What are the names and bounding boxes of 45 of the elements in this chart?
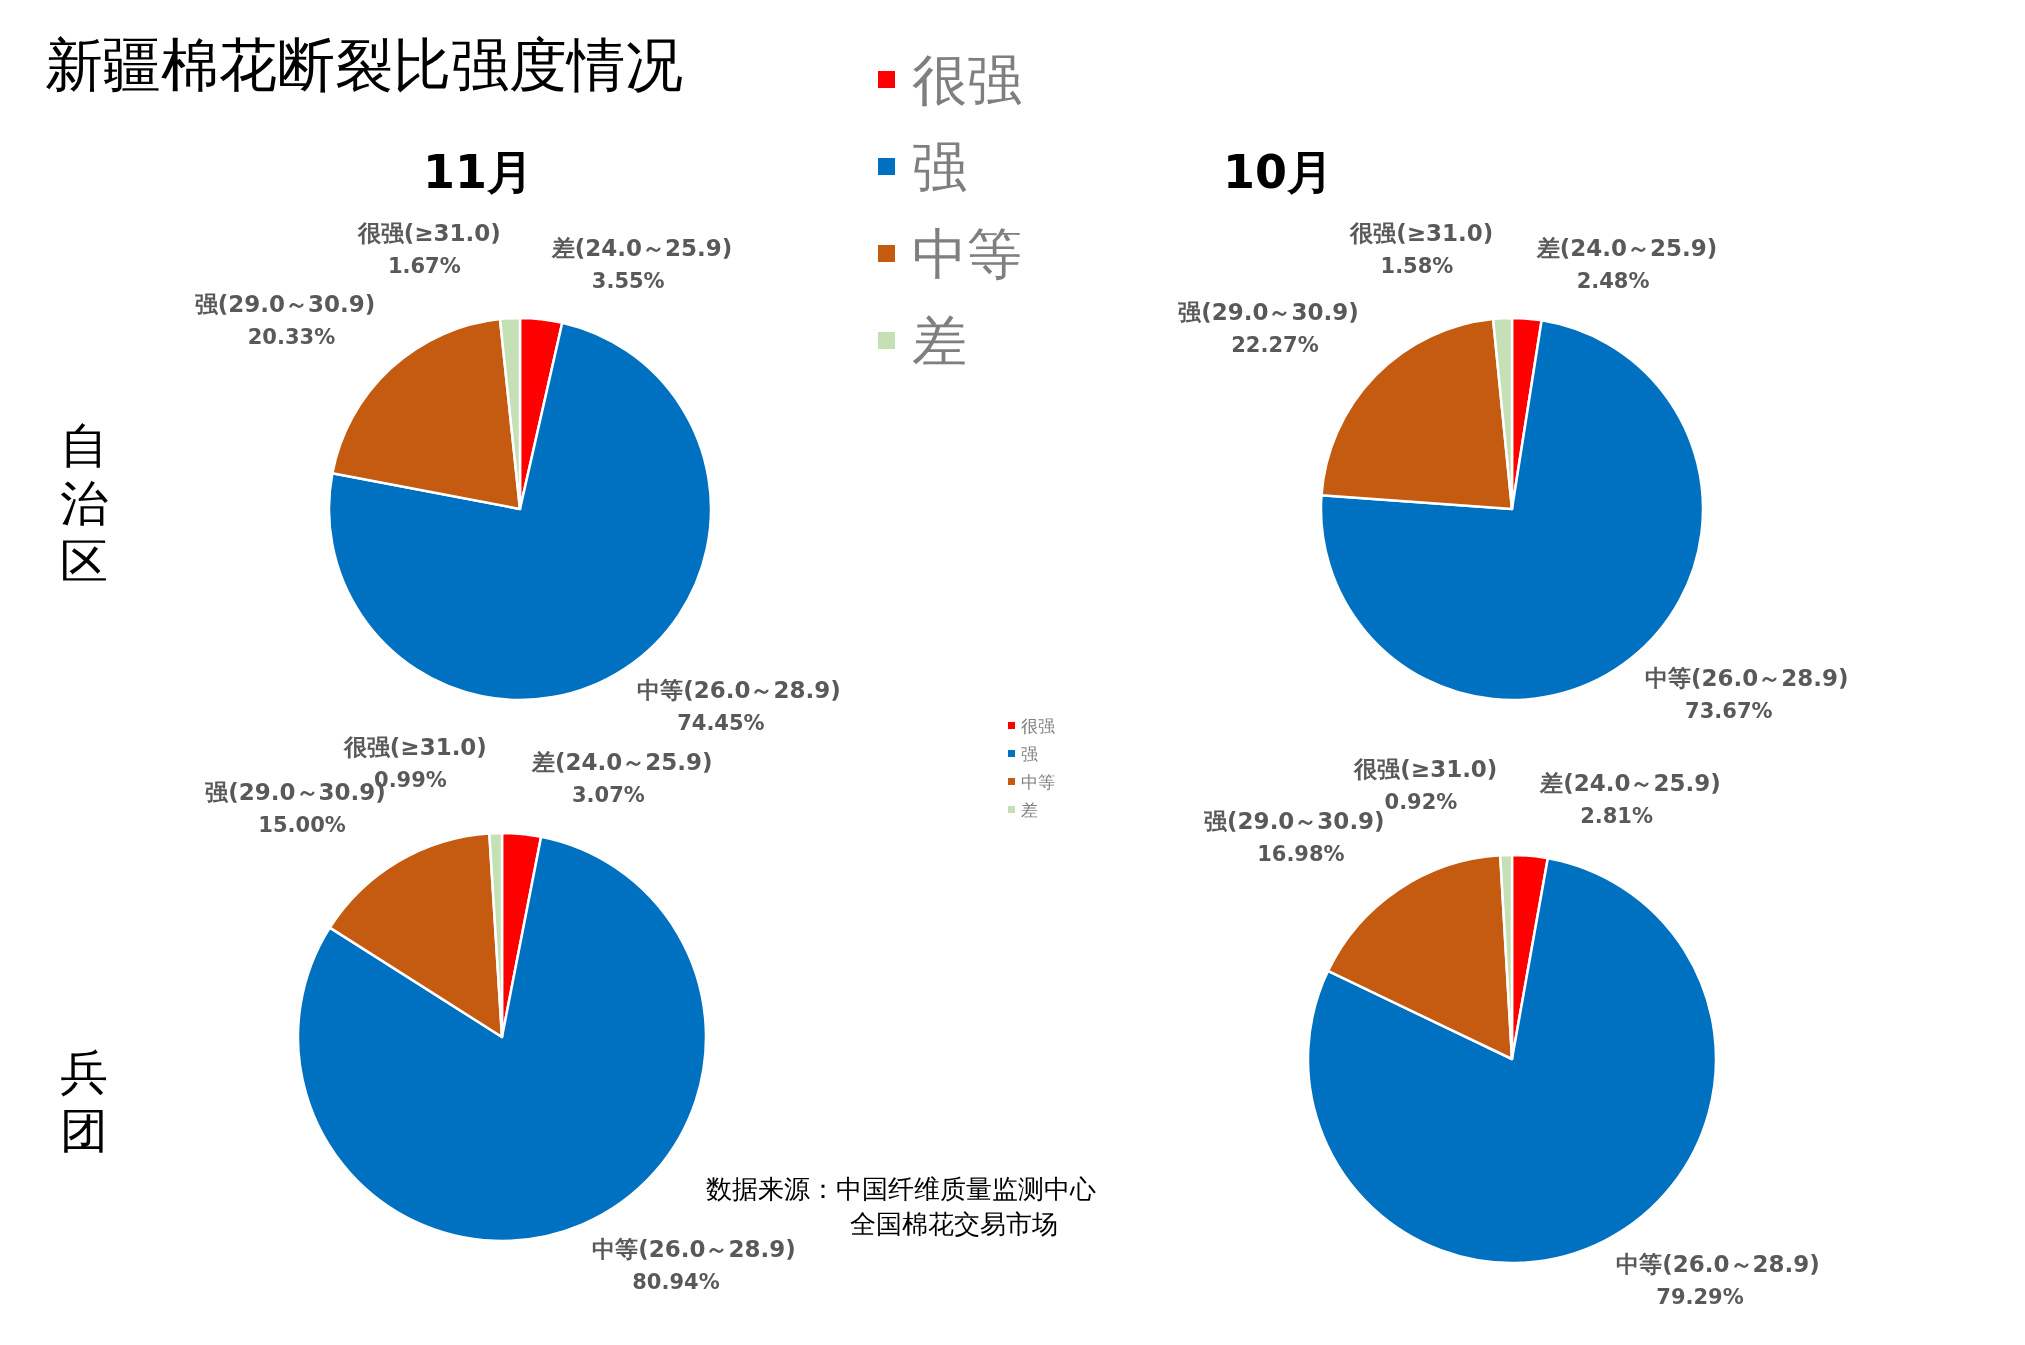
category-label: 中等 [1021,772,1055,792]
slice-label: 很强(≥31.0) [1353,755,1498,782]
slice-label: 很强(≥31.0) [342,733,487,760]
category-label: 中等 [912,222,1022,286]
data-label: 1.58% [1380,254,1454,279]
data-label: 80.94% [632,1269,720,1294]
category-label: 强 [912,135,967,199]
category-label: 强 [1021,744,1038,764]
slice-label: 强(29.0～30.9) [1204,808,1385,835]
slice-label: 强(29.0～30.9) [1178,298,1359,325]
data-label: 22.27% [1231,332,1319,357]
data-label: 15.00% [258,813,346,838]
data-label: 3.07% [572,782,645,807]
data-label: 1.67% [387,254,461,279]
category-label: 很强 [912,48,1022,112]
source-note: 数据来源：中国纤维质量监测中心 [706,1174,1096,1204]
text: 兵团 [60,1044,108,1158]
category-label: 差 [1021,800,1038,820]
text: 新疆棉花断裂比强度情况 [45,31,683,99]
slice-label: 中等(26.0～28.9) [1645,665,1849,692]
slice-label: 差(24.0～25.9) [550,235,733,262]
data-label: 16.98% [1257,842,1345,867]
data-label: 3.55% [591,269,665,294]
text: 全国棉花交易市场 [850,1209,1058,1239]
data-label: 0.92% [1384,789,1458,814]
category-label: 很强 [1021,716,1055,736]
slice-label: 差(24.0～25.9) [1535,234,1718,261]
data-label: 73.67% [1685,699,1773,724]
data-label: 74.45% [677,710,765,735]
slice-label: 差(24.0～25.9) [531,748,713,775]
slice-label: 强(29.0～30.9) [194,290,376,317]
text: 自治区 [60,417,108,589]
chart-title: 11月 [422,145,534,199]
category-label: 差 [912,309,967,373]
slice-label: 中等(26.0～28.9) [592,1235,796,1262]
slice-label: 很强(≥31.0) [356,220,501,247]
data-label: 20.33% [247,324,336,349]
slice-label: 差(24.0～25.9) [1539,770,1721,797]
slice-label: 中等(26.0～28.9) [637,676,841,703]
data-label: 79.29% [1656,1285,1744,1310]
chart-title: 10月 [1222,145,1334,199]
data-label: 2.81% [1580,804,1653,829]
slice-label: 中等(26.0～28.9) [1616,1251,1820,1278]
slice-label: 很强(≥31.0) [1349,220,1494,247]
data-label: 2.48% [1576,268,1650,293]
